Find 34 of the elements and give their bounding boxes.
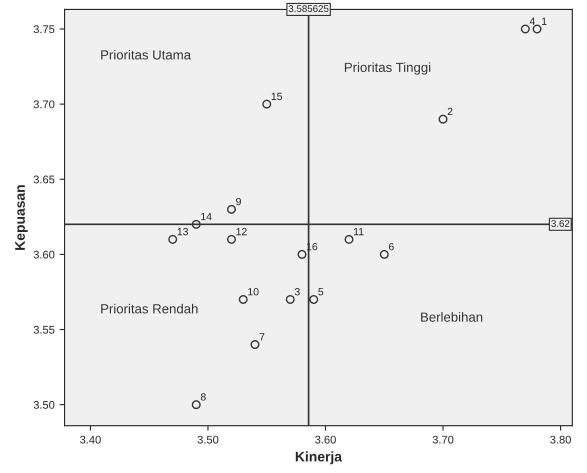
annotation: 3 [294, 288, 300, 296]
ref-line-label: 3.62 [551, 220, 570, 227]
x-tick-label: 3.80 [550, 436, 571, 444]
annotation: 15 [272, 92, 282, 100]
x-tick-label: 3.60 [315, 436, 336, 444]
y-tick-label: 3.55 [34, 326, 54, 334]
x-tick-label: 3.50 [198, 436, 218, 444]
annotation: 6 [388, 242, 394, 250]
y-tick-label: 3.70 [34, 100, 54, 108]
annotation: Berlebihan [421, 312, 482, 322]
y-tick-label: 3.50 [34, 400, 54, 409]
y-tick-label: 3.75 [34, 25, 54, 34]
annotation: 7 [260, 333, 264, 340]
annotation: 11 [354, 228, 364, 236]
y-axis-title: Kepuasan [15, 185, 28, 250]
annotation: 8 [200, 393, 206, 401]
annotation: Prioritas Utama [101, 50, 192, 60]
y-tick-label: 3.60 [34, 250, 54, 259]
annotation: 2 [448, 108, 452, 115]
annotation: 1 [542, 18, 547, 25]
x-tick-label: 3.70 [432, 436, 454, 444]
annotation: 14 [201, 213, 212, 220]
annotation: 4 [530, 18, 535, 25]
annotation: Prioritas Tinggi [344, 62, 430, 75]
annotation: Prioritas Rendah [101, 304, 198, 314]
x-axis-title: Kinerja [296, 451, 342, 464]
ref-line-label: 3.585625 [288, 5, 328, 12]
x-tick-label: 3.40 [80, 436, 101, 444]
annotation: 9 [236, 198, 241, 206]
annotation: 12 [236, 228, 247, 236]
y-tick-label: 3.65 [34, 176, 54, 184]
annotation: 10 [248, 288, 259, 296]
annotation: 5 [318, 288, 324, 296]
annotation: 13 [178, 228, 188, 236]
